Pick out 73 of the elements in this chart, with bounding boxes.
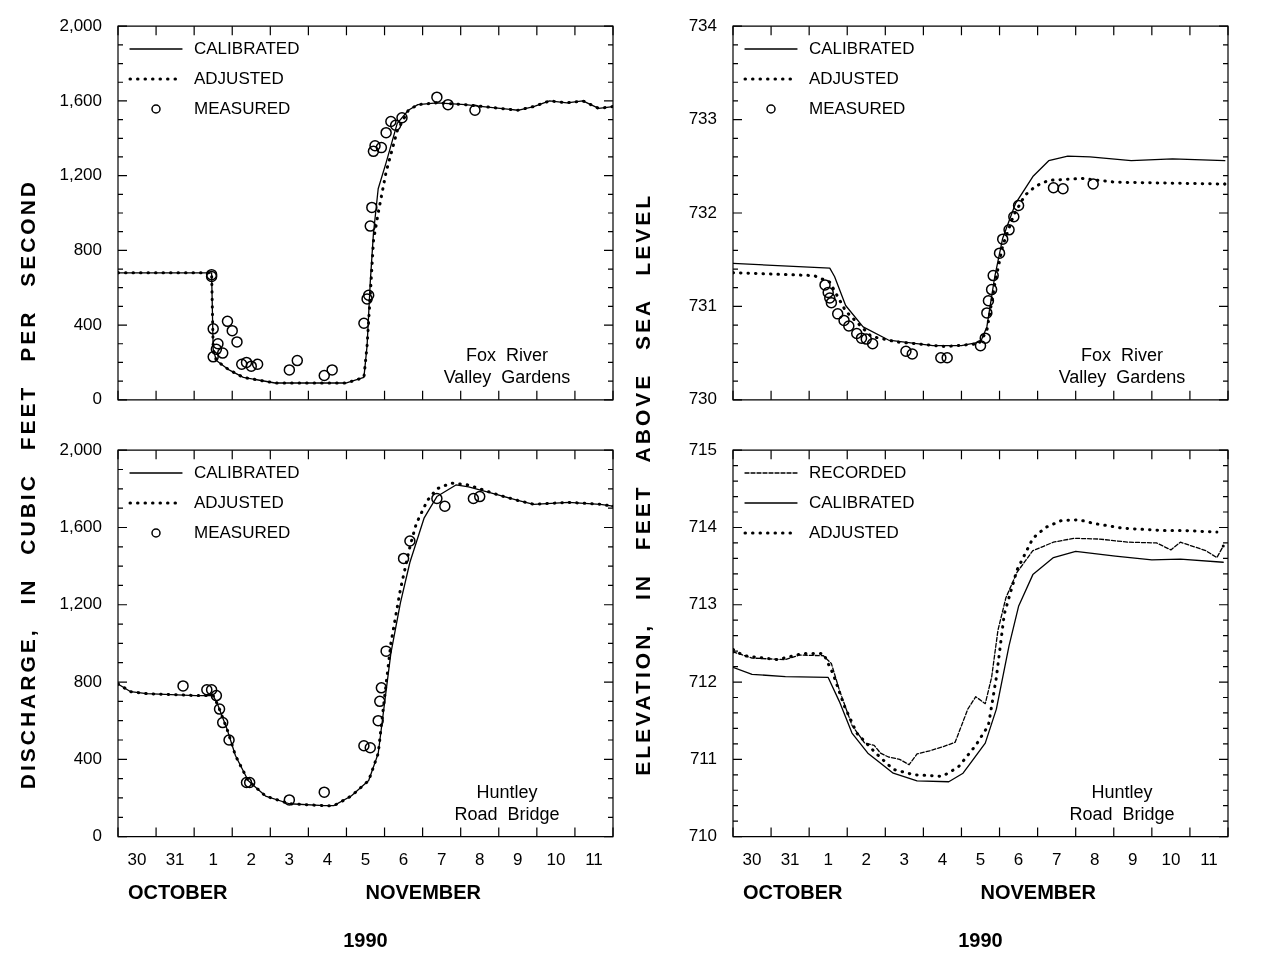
annotation: Fox River Valley Gardens	[442, 343, 572, 388]
x-tick-label: 1	[823, 850, 833, 870]
x-tick-label: 1	[208, 850, 218, 870]
y-tick-label: 1,600	[59, 90, 102, 110]
text: NOVEMBER	[365, 881, 482, 904]
x-tick-label: 3	[899, 850, 910, 870]
y-tick-label: 1,600	[59, 517, 102, 537]
legend-label: ADJUSTED	[809, 68, 899, 91]
x-tick-label: 31	[780, 850, 800, 870]
x-tick-label: 6	[1013, 850, 1024, 870]
x-tick-label: 8	[475, 850, 485, 870]
y-tick-label: 713	[688, 594, 717, 614]
y-tick-label: 732	[688, 202, 717, 222]
legend-label: CALIBRATED	[809, 492, 915, 515]
y-tick-label: 730	[688, 389, 717, 409]
legend-label: MEASURED	[194, 98, 291, 121]
y-axis-title: ELEVATION, IN FEET ABOVE SEA LEVEL	[631, 193, 655, 776]
legend-label: MEASURED	[809, 98, 906, 121]
x-tick-label: 30	[127, 850, 147, 870]
y-tick-label: 1,200	[59, 165, 102, 185]
legend-label: MEASURED	[194, 522, 291, 545]
y-tick-label: 2,000	[59, 15, 102, 35]
x-tick-label: 7	[436, 850, 447, 870]
x-tick-label: 9	[1128, 850, 1138, 870]
x-axis-title: 1990	[957, 929, 1004, 952]
y-tick-label: 710	[688, 826, 717, 846]
x-tick-label: 2	[861, 850, 871, 870]
x-tick-label: 10	[1161, 850, 1181, 870]
y-tick-label: 731	[688, 296, 717, 316]
annotation: Huntley Road Bridge	[453, 780, 561, 825]
text: OCTOBER	[127, 881, 228, 904]
text: NOVEMBER	[980, 881, 1097, 904]
legend-label: ADJUSTED	[194, 492, 284, 515]
x-tick-label: 10	[546, 850, 566, 870]
x-tick-label: 30	[742, 850, 762, 870]
y-tick-label: 711	[689, 749, 717, 769]
y-tick-label: 400	[73, 749, 102, 769]
x-tick-label: 6	[398, 850, 409, 870]
x-tick-label: 5	[975, 850, 986, 870]
y-tick-label: 400	[73, 314, 102, 334]
x-tick-label: 7	[1051, 850, 1062, 870]
annotation: Huntley Road Bridge	[1068, 780, 1176, 825]
annotation: Fox River Valley Gardens	[1057, 343, 1187, 388]
legend-label: RECORDED	[809, 462, 907, 485]
y-tick-label: 733	[688, 109, 717, 129]
text: OCTOBER	[742, 881, 843, 904]
y-tick-label: 2,000	[59, 439, 102, 459]
legend-label: ADJUSTED	[809, 522, 899, 545]
x-axis-title: 1990	[342, 929, 389, 952]
legend-label: CALIBRATED	[194, 462, 300, 485]
x-tick-label: 4	[322, 850, 333, 870]
legend-label: CALIBRATED	[194, 38, 300, 61]
x-tick-label: 2	[246, 850, 256, 870]
y-tick-label: 734	[688, 15, 717, 35]
x-tick-label: 11	[585, 850, 603, 870]
x-tick-label: 31	[165, 850, 185, 870]
y-tick-label: 714	[688, 517, 717, 537]
y-axis-title: DISCHARGE, IN CUBIC FEET PER SECOND	[16, 179, 40, 790]
y-tick-label: 1,200	[59, 594, 102, 614]
x-tick-label: 4	[937, 850, 948, 870]
legend-label: ADJUSTED	[194, 68, 284, 91]
y-tick-label: 800	[73, 240, 102, 260]
y-tick-label: 0	[92, 826, 102, 846]
y-tick-label: 0	[92, 389, 102, 409]
x-tick-label: 8	[1090, 850, 1100, 870]
y-tick-label: 715	[688, 439, 717, 459]
x-tick-label: 9	[513, 850, 523, 870]
y-tick-label: 712	[688, 671, 717, 691]
x-tick-label: 5	[360, 850, 371, 870]
x-tick-label: 11	[1200, 850, 1218, 870]
legend-label: CALIBRATED	[809, 38, 915, 61]
y-tick-label: 800	[73, 671, 102, 691]
x-tick-label: 3	[284, 850, 295, 870]
